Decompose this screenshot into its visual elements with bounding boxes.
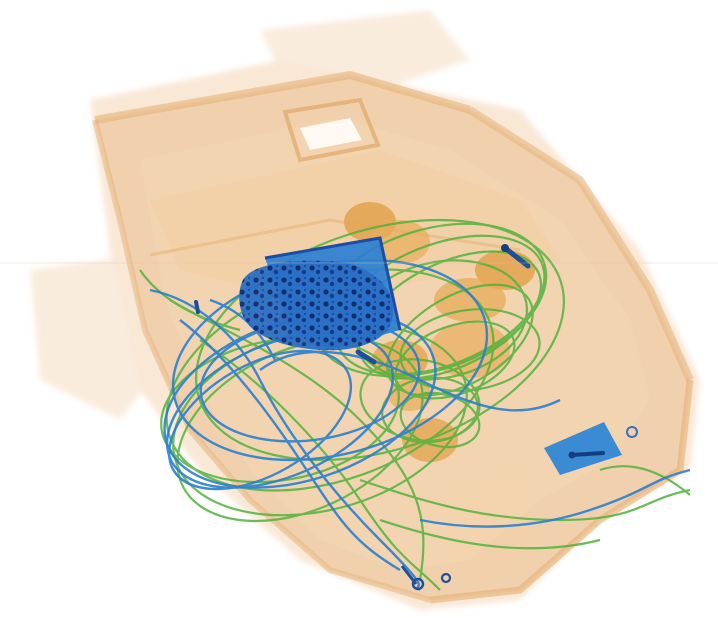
- organic-item: [434, 278, 506, 322]
- shell-rim-bottom: [429, 379, 694, 604]
- cable-coils-blue: [149, 258, 691, 591]
- handle-frame: [282, 97, 381, 163]
- screw: [501, 244, 531, 269]
- shell-rim-left: [92, 119, 431, 603]
- metal-plate-edge: [264, 236, 402, 331]
- dense-metal-mass: [239, 236, 402, 351]
- shell-rim-right: [467, 106, 694, 382]
- connector: [400, 565, 452, 591]
- metal-blob: [239, 260, 394, 351]
- screw: [355, 349, 377, 365]
- metal-box: [544, 422, 622, 475]
- small-metal-parts: [194, 244, 638, 591]
- screw: [194, 300, 200, 314]
- ring: [626, 426, 638, 438]
- shell-rim-top: [94, 70, 472, 124]
- partition-line: [149, 218, 521, 257]
- suitcase-shell: [92, 70, 694, 604]
- handle-window: [300, 118, 362, 150]
